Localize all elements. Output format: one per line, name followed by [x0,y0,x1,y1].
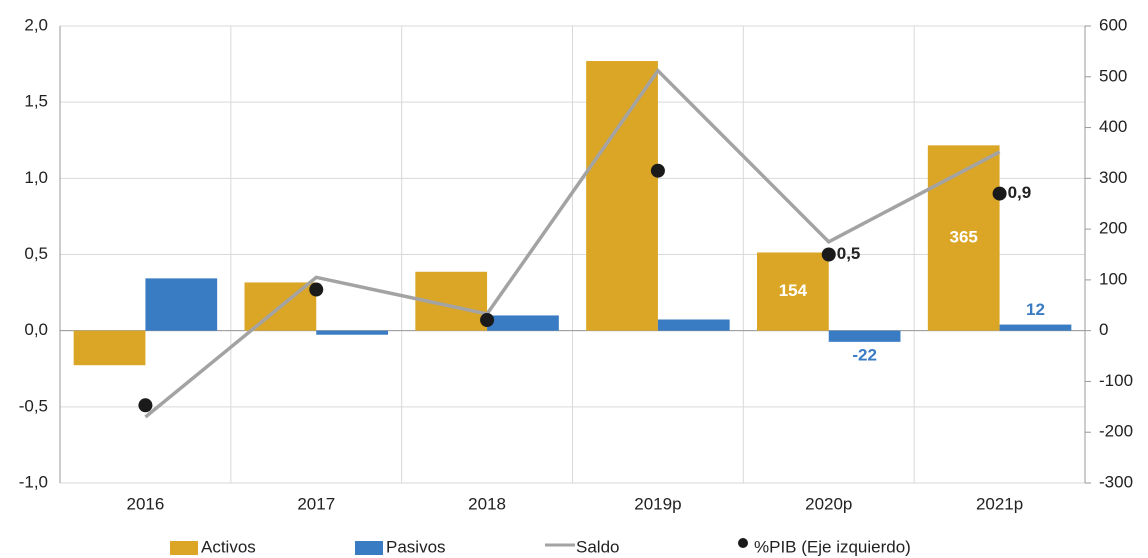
point [992,186,1007,201]
point [480,313,495,328]
x-tick-label: 2020p [805,494,852,513]
point [650,163,665,178]
y-tick-label: 0,5 [24,244,48,263]
bar [828,330,901,342]
y-tick-label: 0,0 [24,320,48,339]
y-tick-label: -1,0 [19,472,48,491]
data-label: 12 [1026,300,1045,319]
point [821,247,836,262]
bar [73,330,146,366]
x-tick-label: 2018 [468,494,506,513]
bar [657,319,730,331]
bar [145,278,218,331]
data-label: 0,9 [1008,183,1032,202]
data-label: 365 [950,227,978,246]
data-label: -22 [852,345,877,364]
point [138,398,153,413]
y-tick-label: 2,0 [24,15,48,34]
legend-label: %PIB (Eje izquierdo) [754,537,911,556]
legend-label: Pasivos [386,537,446,556]
y2-tick-label: 0 [1099,320,1108,339]
bar [757,252,829,331]
y2-tick-label: 500 [1099,66,1127,85]
y2-tick-label: 300 [1099,168,1127,187]
y-tick-label: 1,0 [24,168,48,187]
data-label: 154 [779,281,808,300]
legend-swatch [355,541,383,555]
y2-tick-label: -200 [1099,422,1133,441]
y2-tick-label: 100 [1099,269,1127,288]
line [144,67,1001,419]
bar [487,315,559,331]
bar [316,330,388,335]
x-tick-label: 2017 [297,494,335,513]
legend-swatch [170,541,198,555]
y-tick-label: -0,5 [19,396,48,415]
y2-tick-label: 200 [1099,219,1127,238]
x-tick-label: 2019p [634,494,681,513]
legend-label: Saldo [576,537,619,556]
bar [586,61,658,331]
x-tick-label: 2021p [976,494,1023,513]
y-tick-label: 1,5 [24,92,48,111]
point [309,282,324,297]
y2-tick-label: 600 [1099,15,1127,34]
y2-tick-label: 400 [1099,117,1127,136]
bar [927,145,1000,331]
y2-tick-label: -100 [1099,371,1133,390]
x-tick-label: 2016 [127,494,165,513]
data-label: 0,5 [837,244,861,263]
y2-tick-label: -300 [1099,472,1133,491]
legend-swatch [738,538,748,548]
bar [999,324,1072,331]
legend-label: Activos [201,537,256,556]
